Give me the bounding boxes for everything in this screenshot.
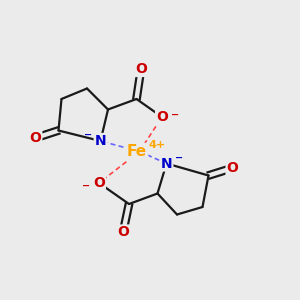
Text: O: O: [93, 176, 105, 190]
Text: −: −: [82, 180, 90, 190]
Text: −: −: [175, 153, 183, 163]
Text: O: O: [29, 131, 41, 145]
Text: −: −: [84, 129, 92, 140]
Text: N: N: [161, 157, 172, 170]
Text: 4+: 4+: [148, 140, 166, 150]
Text: Fe: Fe: [127, 144, 147, 159]
Text: N: N: [95, 134, 106, 148]
Text: O: O: [135, 62, 147, 76]
Text: −: −: [171, 110, 179, 120]
Text: O: O: [226, 161, 238, 175]
Text: O: O: [156, 110, 168, 124]
Text: O: O: [117, 226, 129, 239]
